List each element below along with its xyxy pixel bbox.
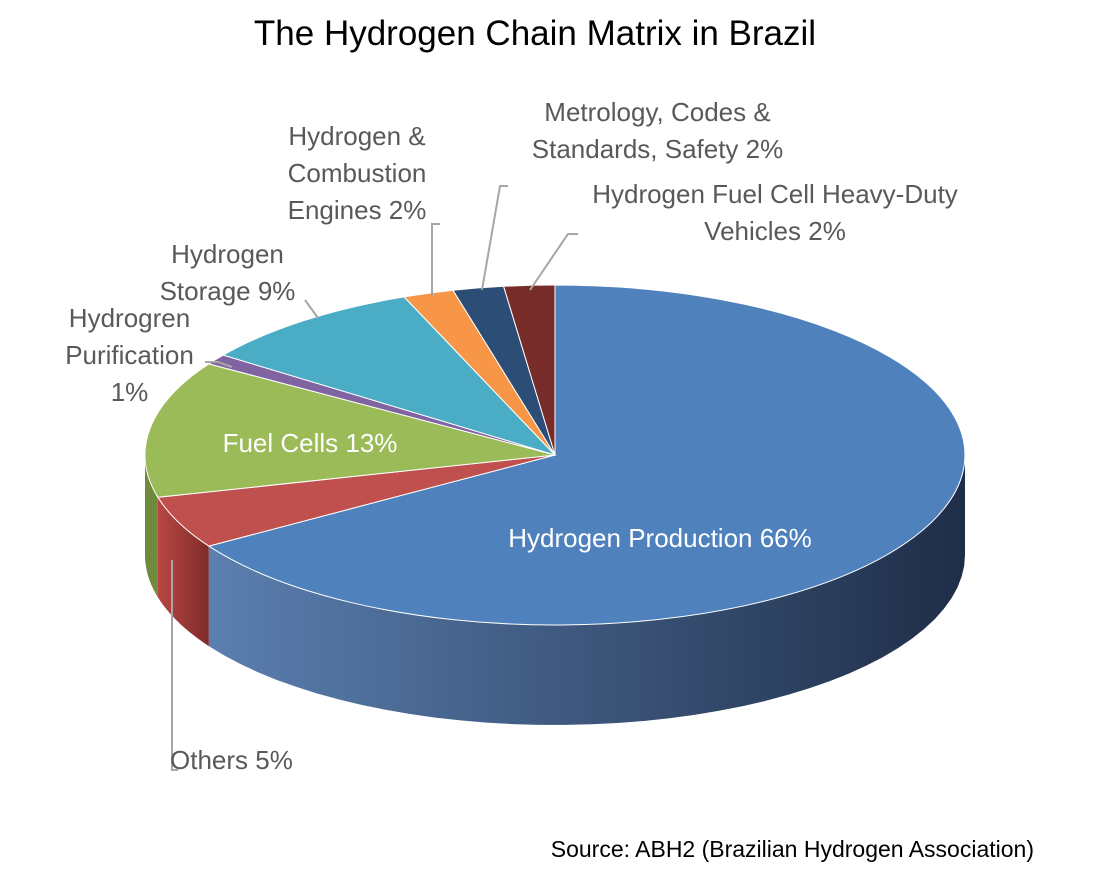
chart-title: The Hydrogen Chain Matrix in Brazil bbox=[253, 14, 817, 53]
pie-slice-hydrogen-fuel-cell-heavy-duty-vehicles bbox=[502, 284, 556, 456]
pie-slice-hydrogen-production bbox=[207, 284, 966, 626]
pie-side-fuel-cells bbox=[145, 455, 158, 598]
slice-label-heavy-duty-vehicles: Hydrogen Fuel Cell Heavy-Duty Vehicles 2… bbox=[592, 179, 958, 246]
pie-slice-hydrogen-storage bbox=[222, 296, 557, 457]
pie-side-hydrogen-production bbox=[208, 455, 966, 725]
pie-slice-fuel-cells bbox=[144, 363, 556, 498]
slice-label-metrology-codes-standards: Metrology, Codes & Standards, Safety 2% bbox=[531, 97, 784, 164]
leader-combustion bbox=[431, 223, 440, 296]
leader-metrology bbox=[481, 185, 508, 291]
slice-label-hydrogen-production: Hydrogen Production 66% bbox=[508, 523, 812, 553]
pie-side-others bbox=[157, 497, 209, 647]
leader-storage bbox=[304, 299, 319, 319]
leader-heavy-duty bbox=[529, 233, 578, 291]
slice-label-hydrogen-combustion-engines: Hydrogen & Combustion Engines 2% bbox=[287, 121, 427, 225]
source-note: Source: ABH2 (Brazilian Hydrogen Associa… bbox=[550, 836, 1034, 862]
slice-label-fuel-cells: Fuel Cells 13% bbox=[222, 428, 398, 458]
leader-purification bbox=[205, 361, 233, 368]
slice-label-others: Others 5% bbox=[170, 745, 293, 775]
slice-label-hydrogen-storage: Hydrogen Storage 9% bbox=[159, 239, 296, 306]
slice-label-hydrogren-purification: Hydrogren Purification 1% bbox=[65, 303, 194, 407]
leader-others bbox=[171, 560, 178, 771]
